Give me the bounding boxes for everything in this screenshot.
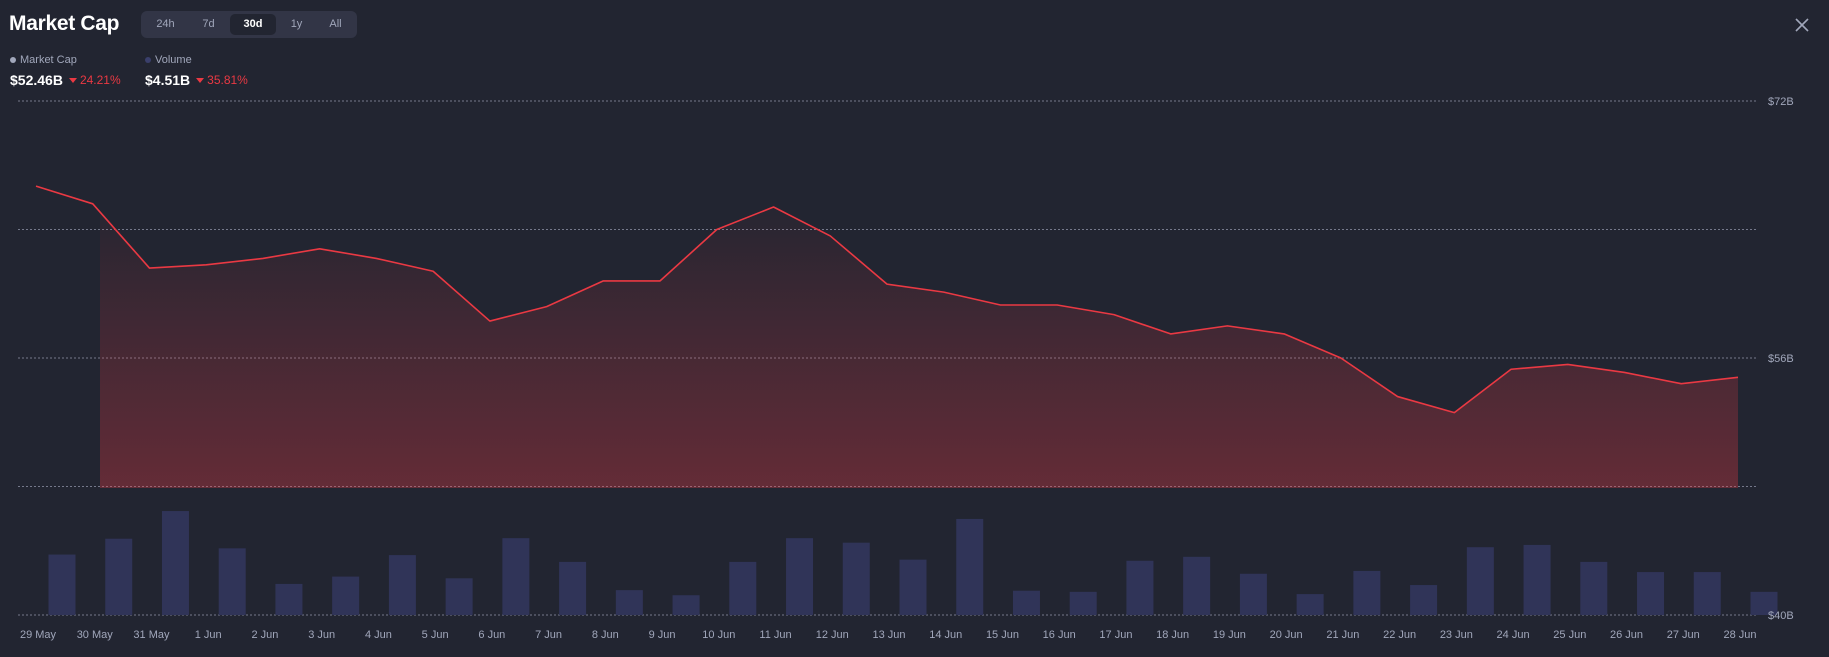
x-tick-label: 8 Jun (592, 629, 619, 641)
volume-bar (559, 561, 587, 615)
market-cap-line (35, 185, 1739, 414)
volume-bar (1750, 591, 1778, 615)
x-tick-label: 31 May (133, 629, 170, 641)
legend-market-cap: Market Cap $52.46B 24.21% (10, 54, 121, 88)
volume-bar (388, 555, 416, 615)
x-tick-label: 28 Jun (1723, 629, 1756, 641)
volume-bar (1353, 570, 1381, 615)
market-cap-area-fill (100, 207, 1738, 488)
x-tick-label: 13 Jun (872, 629, 905, 641)
x-tick-label: 27 Jun (1667, 629, 1700, 641)
caret-down-icon (196, 77, 205, 83)
market-cap-area (100, 207, 1738, 488)
volume-bar (1239, 573, 1267, 615)
market-cap-change: 24.21% (68, 73, 121, 87)
market-cap-line-group (35, 185, 1739, 414)
x-tick-label: 14 Jun (929, 629, 962, 641)
tab-1y[interactable]: 1y (290, 18, 303, 30)
volume-bar (218, 548, 246, 615)
volume-bar (956, 518, 984, 615)
x-tick-label: 15 Jun (986, 629, 1019, 641)
y-tick-label: $72B (1768, 96, 1794, 108)
close-icon[interactable] (1793, 16, 1811, 34)
x-tick-label: 7 Jun (535, 629, 562, 641)
volume-bar (899, 559, 927, 615)
volume-bar (842, 542, 870, 615)
caret-down-icon (68, 77, 77, 83)
volume-bar (1296, 594, 1324, 615)
volume-bar (502, 538, 530, 615)
x-tick-label: 30 May (77, 629, 114, 641)
tab-all[interactable]: All (329, 18, 342, 30)
tab-7d[interactable]: 7d (202, 18, 215, 30)
volume-bar (332, 576, 360, 615)
market-cap-value: $52.46B (10, 72, 63, 88)
x-tick-label: 1 Jun (195, 629, 222, 641)
x-tick-label: 16 Jun (1043, 629, 1076, 641)
x-tick-label: 17 Jun (1099, 629, 1132, 641)
x-tick-label: 11 Jun (759, 629, 791, 641)
volume-bar (1693, 572, 1721, 615)
legend-label-volume: Volume (155, 54, 192, 66)
volume-change-value: 35.81% (207, 73, 248, 87)
timeframe-tabs: 24h 7d 30d 1y All (141, 11, 357, 38)
volume-bar (1580, 561, 1608, 615)
volume-change: 35.81% (196, 73, 248, 87)
x-tick-label: 9 Jun (649, 629, 676, 641)
x-tick-label: 29 May (20, 629, 57, 641)
volume-bar (105, 538, 133, 615)
volume-bar (1637, 572, 1665, 615)
legend-volume: Volume $4.51B 35.81% (145, 54, 248, 88)
x-tick-label: 21 Jun (1326, 629, 1359, 641)
volume-bar (1183, 556, 1211, 615)
x-tick-label: 4 Jun (365, 629, 392, 641)
y-tick-label: $56B (1768, 353, 1794, 365)
x-tick-label: 19 Jun (1213, 629, 1246, 641)
x-tick-label: 24 Jun (1497, 629, 1530, 641)
volume-bar (161, 511, 189, 615)
x-tick-label: 12 Jun (816, 629, 849, 641)
x-tick-label: 10 Jun (702, 629, 735, 641)
y-axis-labels: $72B $56B $40B (1768, 96, 1794, 622)
volume-bar (275, 583, 303, 615)
tab-24h[interactable]: 24h (156, 18, 175, 30)
market-cap-dot-icon (10, 57, 16, 63)
x-tick-label: 3 Jun (308, 629, 335, 641)
volume-bar (786, 538, 814, 615)
volume-bar (1069, 591, 1097, 615)
volume-bar (1466, 547, 1494, 615)
x-tick-label: 6 Jun (478, 629, 505, 641)
volume-bar (1410, 585, 1438, 615)
volume-value: $4.51B (145, 72, 191, 88)
x-tick-label: 2 Jun (251, 629, 278, 641)
volume-bars (48, 511, 1778, 615)
x-tick-label: 20 Jun (1270, 629, 1303, 641)
x-tick-label: 25 Jun (1553, 629, 1586, 641)
x-axis-labels: 29 May 30 May 31 May 1 Jun 2 Jun 3 Jun 4 Jun 5 … (20, 629, 1757, 641)
x-tick-label: 23 Jun (1440, 629, 1473, 641)
volume-dot-icon (145, 57, 151, 63)
legend-label-market-cap: Market Cap (20, 54, 77, 66)
volume-bar (1126, 560, 1154, 615)
volume-bar (445, 578, 473, 615)
volume-bar (615, 590, 643, 615)
tab-30d[interactable]: 30d (230, 14, 276, 35)
volume-bar (1523, 544, 1551, 615)
x-tick-label: 22 Jun (1383, 629, 1416, 641)
x-tick-label: 26 Jun (1610, 629, 1643, 641)
y-tick-label: $40B (1768, 610, 1794, 622)
market-cap-change-value: 24.21% (79, 73, 121, 87)
page-title: Market Cap (9, 12, 120, 35)
x-tick-label: 5 Jun (422, 629, 449, 641)
volume-bar (729, 561, 757, 615)
volume-bar (672, 595, 700, 615)
volume-bar (1012, 590, 1040, 615)
x-tick-label: 18 Jun (1156, 629, 1189, 641)
volume-bar (48, 554, 76, 615)
